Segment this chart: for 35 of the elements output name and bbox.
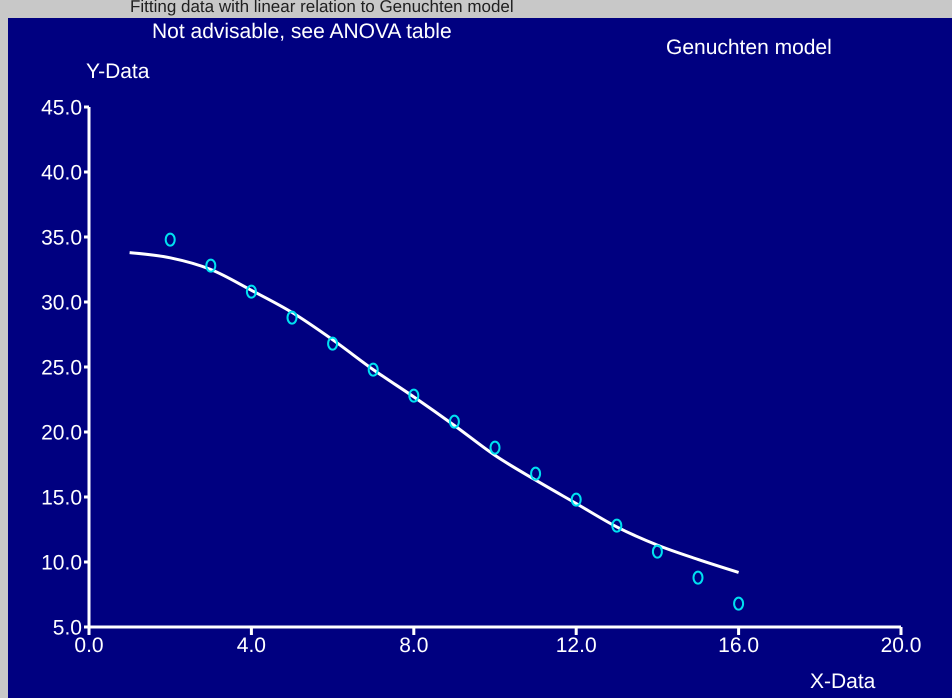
y-tick-label: 45.0 <box>41 96 82 120</box>
point <box>530 466 542 481</box>
y-tick-label: 15.0 <box>41 486 82 510</box>
x-tick-label: 0.0 <box>74 634 104 657</box>
point <box>286 310 298 325</box>
point <box>490 440 500 455</box>
point <box>205 258 216 273</box>
x-tick-label: 16.0 <box>718 634 760 657</box>
point <box>164 232 176 247</box>
point <box>448 414 460 429</box>
point <box>327 336 338 351</box>
y-tick-label: 20.0 <box>41 421 82 444</box>
point <box>611 518 622 533</box>
point <box>652 544 663 559</box>
x-tick-label: 12.0 <box>556 634 597 657</box>
point <box>692 570 704 585</box>
y-axis-title: Y-Data <box>86 60 150 84</box>
text: Not advisable, see ANOVA table <box>152 20 452 44</box>
y-tick-label: 10.0 <box>41 551 82 574</box>
y-tick-label: 40.0 <box>41 161 82 184</box>
chart-title: Fitting data with linear relation to Genuchten model <box>130 0 514 17</box>
text: Genuchten model <box>666 36 832 60</box>
point <box>368 362 379 377</box>
point <box>408 388 420 403</box>
y-tick-label: 30.0 <box>41 291 82 314</box>
x-axis-title: X-Data <box>810 670 876 694</box>
line-series <box>128 251 740 574</box>
y-tick-label: 25.0 <box>41 356 82 380</box>
x-tick-label: 8.0 <box>399 634 428 657</box>
point <box>246 284 257 299</box>
point <box>570 492 582 507</box>
x-tick-label: 4.0 <box>236 634 266 657</box>
x-tick-label: 20.0 <box>880 634 922 657</box>
y-tick-label: 35.0 <box>41 226 82 250</box>
point <box>733 596 744 611</box>
